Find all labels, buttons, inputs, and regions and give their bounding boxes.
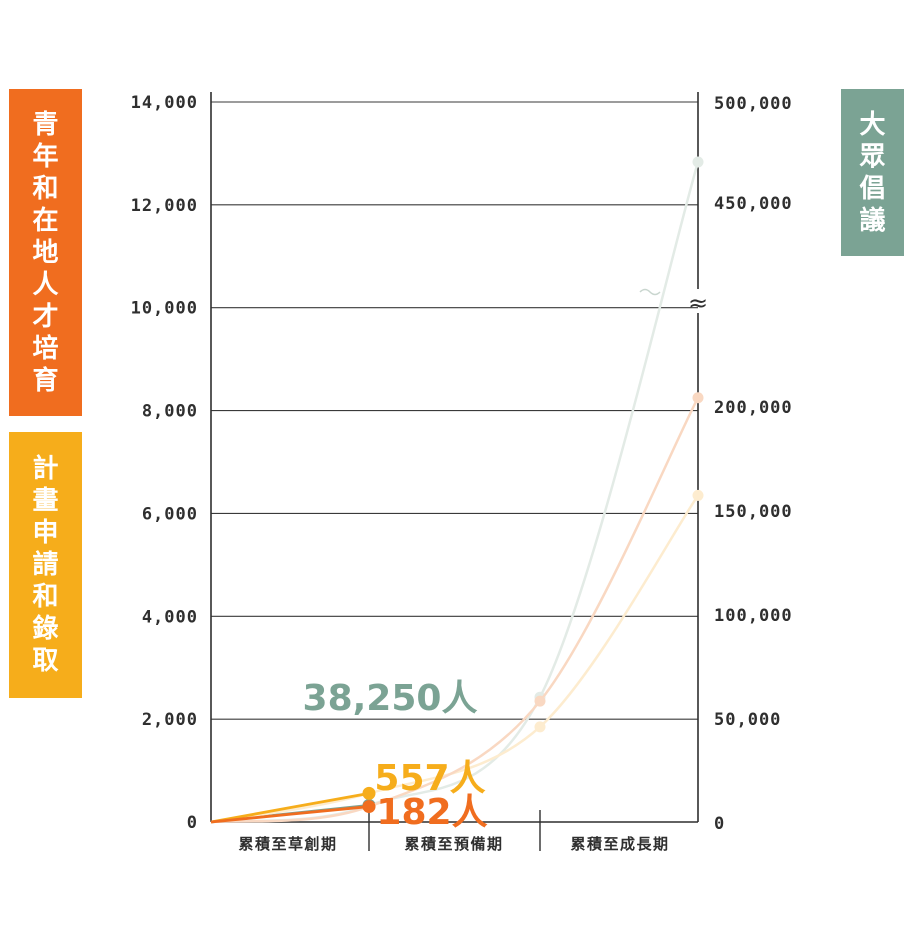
- axis-title-char: 和: [32, 173, 59, 204]
- series-lines: [210, 156, 704, 824]
- series-point-faded-talent: [692, 392, 704, 404]
- axis-title-char: 倡: [859, 173, 886, 204]
- left-tick-label: 6,000: [142, 504, 198, 524]
- right-tick-label: 150,000: [714, 502, 793, 522]
- series-point-application: [362, 786, 376, 800]
- axis-title-char: 議: [859, 205, 886, 236]
- right-tick-label: 100,000: [714, 606, 793, 626]
- right-axis-title-public: 大眾倡議: [841, 89, 904, 256]
- series-point-faded-public: [692, 156, 704, 168]
- right-tick-label: 50,000: [714, 710, 781, 730]
- axis-title-char: 錄: [32, 614, 59, 644]
- series-point-faded-talent: [534, 695, 546, 707]
- axis-title-char: 申: [32, 518, 59, 548]
- left-axis-title-application-text: 計畫申請和錄取: [32, 453, 58, 677]
- left-tick-label: 8,000: [142, 402, 198, 422]
- right-tick-label: 200,000: [714, 398, 793, 418]
- axis-title-char: 才: [32, 301, 59, 332]
- category-label: 累積至預備期: [404, 835, 503, 853]
- series-line-faded-talent: [210, 397, 700, 824]
- right-axis-ticks: 0 50,000 100,000 150,000 200,000 450,000 500,0…: [714, 94, 793, 834]
- left-tick-label: 0: [187, 813, 198, 833]
- series-point-faded-application: [692, 489, 704, 501]
- axis-title-char: 請: [32, 550, 59, 580]
- axis-title-char: 地: [32, 237, 59, 268]
- left-axis-title-talent-text: 青年和在地人才培育: [32, 109, 58, 397]
- left-axis-title-talent: 青年和在地人才培育: [9, 89, 82, 416]
- series-line-faded-public: [210, 161, 700, 824]
- axis-title-char: 青: [32, 109, 59, 140]
- series-point-faded-application: [534, 721, 546, 733]
- category-label: 累積至成長期: [570, 835, 669, 853]
- axis-title-char: 年: [32, 141, 59, 172]
- left-tick-label: 14,000: [131, 93, 198, 113]
- right-axis-title-public-text: 大眾倡議: [859, 109, 885, 237]
- line-break-mark: [639, 288, 661, 296]
- axis-title-char: 人: [32, 269, 59, 300]
- axis-title-char: 育: [32, 365, 59, 396]
- axis-break-symbol: ≈: [688, 289, 708, 317]
- axis-title-char: 計: [32, 454, 59, 484]
- left-tick-label: 12,000: [131, 196, 198, 216]
- right-tick-label: 500,000: [714, 94, 793, 114]
- axis-title-char: 取: [32, 646, 59, 676]
- axis-title-char: 畫: [32, 486, 59, 516]
- series-line-faded-application: [210, 494, 700, 824]
- axis-title-char: 大: [859, 109, 886, 140]
- left-axis-ticks: 0 2,000 4,000 6,000 8,000 10,000 12,000 14,000: [131, 93, 198, 833]
- category-label: 累積至草創期: [238, 835, 337, 853]
- series-annotation-talent: 182人: [376, 792, 487, 833]
- axis-title-char: 眾: [859, 141, 886, 172]
- axis-title-char: 和: [32, 582, 59, 612]
- grid-lines: [211, 101, 698, 720]
- left-tick-label: 10,000: [131, 299, 198, 319]
- series-annotation-public: 38,250人: [303, 678, 478, 719]
- series-annotation-application: 557人: [374, 758, 485, 799]
- series-line-talent: [210, 805, 370, 824]
- right-tick-label: 0: [714, 814, 725, 834]
- right-tick-label: 450,000: [714, 194, 793, 214]
- axis-title-char: 在: [32, 205, 59, 236]
- series-point-talent: [362, 800, 376, 814]
- category-labels: 累積至草創期 累積至預備期 累積至成長期: [238, 810, 669, 853]
- left-axis-title-application: 計畫申請和錄取: [9, 432, 82, 698]
- left-tick-label: 4,000: [142, 607, 198, 627]
- left-tick-label: 2,000: [142, 710, 198, 730]
- axis-title-char: 培: [32, 333, 59, 364]
